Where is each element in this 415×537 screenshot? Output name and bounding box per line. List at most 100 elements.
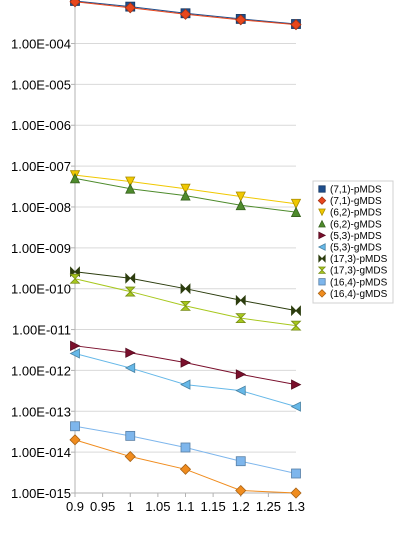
data-point: [69, 173, 81, 184]
data-point: [235, 385, 246, 396]
data-point: [180, 183, 191, 195]
data-point: [291, 468, 301, 479]
series-(16,4)-pMDS: [70, 421, 301, 479]
y-tick-label: 1.00E-011: [12, 323, 71, 338]
series-(6,2)-gMDS: [69, 173, 302, 217]
legend-marker: [317, 289, 327, 298]
data-point: [235, 484, 247, 497]
data-point: [124, 2, 136, 14]
legend-marker: [317, 196, 327, 205]
data-point: [180, 283, 191, 295]
y-tick-label: 1.00E-007: [11, 159, 71, 174]
x-tick-label: 1.3: [287, 499, 305, 514]
legend-item: (7,1)-pMDS: [318, 185, 382, 196]
y-tick-label: 1.00E-008: [11, 200, 71, 215]
legend-item: (16,4)-pMDS: [318, 277, 388, 288]
y-tick-label: 1.00E-005: [11, 77, 71, 92]
data-point: [180, 190, 191, 201]
legend-item: (6,2)-gMDS: [318, 219, 382, 230]
data-point: [180, 442, 191, 453]
data-point: [69, 273, 81, 284]
data-point: [180, 357, 191, 368]
series-(17,3)-gMDS: [69, 273, 302, 331]
y-tick-label: 1.00E-010: [11, 282, 71, 297]
x-tick-label: 1.15: [200, 499, 225, 514]
data-point: [235, 313, 247, 324]
x-tick-label: 1: [127, 499, 134, 514]
y-tick-label: 1.00E-006: [11, 118, 71, 133]
data-point: [290, 198, 302, 210]
legend-label: (7,1)-gMDS: [330, 196, 382, 207]
data-point: [290, 401, 301, 412]
series-layer: [69, 0, 302, 499]
data-point: [69, 348, 80, 359]
x-tick-label: 0.9: [66, 499, 84, 514]
axes: 1.00E-015 1.00E-014 1.00E-013 1.00E-012 1.00…: [11, 0, 305, 514]
data-point: [125, 272, 136, 284]
y-tick-label: 1.00E-013: [11, 404, 71, 419]
y-tick-label: 1.00E-014: [11, 445, 71, 460]
legend-label: (16,4)-pMDS: [330, 277, 388, 288]
series-(5,3)-pMDS: [70, 340, 302, 390]
legend-label: (7,1)-pMDS: [330, 185, 382, 196]
data-point: [70, 340, 81, 351]
legend-marker: [318, 254, 326, 263]
legend-item: (17,3)-gMDS: [317, 266, 388, 277]
data-point: [291, 379, 302, 390]
data-point: [290, 487, 302, 499]
legend: (7,1)-pMDS(7,1)-gMDS(6,2)-pMDS(6,2)-gMDS…: [312, 180, 394, 304]
legend-marker: [318, 219, 326, 228]
legend-box: [312, 180, 394, 304]
data-point: [124, 362, 136, 374]
data-point: [290, 320, 302, 331]
legend-label: (6,2)-gMDS: [330, 219, 382, 230]
legend-marker: [317, 243, 326, 251]
data-point: [125, 347, 136, 358]
series-(6,2)-pMDS: [69, 170, 302, 210]
data-point: [179, 8, 192, 20]
legend-label: (17,3)-pMDS: [330, 254, 388, 265]
data-point: [69, 434, 81, 446]
x-tick-label: 1.1: [176, 499, 194, 514]
legend-item: (17,3)-pMDS: [318, 254, 388, 265]
legend-item: (16,4)-gMDS: [317, 289, 388, 300]
data-point: [235, 199, 246, 211]
y-tick-label: 1.00E-012: [11, 363, 71, 378]
legend-marker: [317, 266, 327, 274]
data-point: [235, 14, 247, 26]
legend-item: (5,3)-gMDS: [317, 243, 382, 254]
legend-label: (5,3)-pMDS: [330, 231, 382, 242]
series-(7,1)-gMDS: [69, 0, 302, 31]
legend-marker: [318, 185, 326, 193]
legend-label: (6,2)-pMDS: [330, 208, 382, 219]
x-tick-label: 1.2: [232, 499, 250, 514]
data-point: [124, 286, 136, 297]
series-(5,3)-gMDS: [69, 348, 301, 412]
legend-marker: [318, 231, 327, 240]
data-point: [124, 450, 136, 463]
x-tick-label: 0.95: [90, 499, 115, 514]
data-point: [291, 305, 301, 317]
x-tick-label: 1.05: [145, 499, 170, 514]
legend-item: (6,2)-pMDS: [318, 208, 382, 219]
data-point: [125, 176, 136, 187]
legend-item: (7,1)-gMDS: [317, 196, 382, 207]
legend-item: (5,3)-pMDS: [318, 231, 382, 242]
data-point: [235, 369, 247, 380]
data-point: [235, 294, 246, 306]
legend-label: (16,4)-gMDS: [330, 289, 388, 300]
x-tick-label: 1.25: [256, 499, 281, 514]
data-point: [70, 421, 80, 432]
grid: [75, 43, 296, 494]
data-point: [235, 191, 246, 202]
data-point: [69, 0, 81, 8]
data-point: [180, 379, 191, 390]
y-tick-label: 1.00E-004: [11, 37, 71, 52]
y-tick-label: 1.00E-009: [11, 241, 71, 256]
legend-marker: [318, 278, 326, 286]
data-point: [235, 456, 246, 467]
legend-label: (17,3)-gMDS: [330, 266, 388, 277]
data-point: [179, 463, 192, 475]
